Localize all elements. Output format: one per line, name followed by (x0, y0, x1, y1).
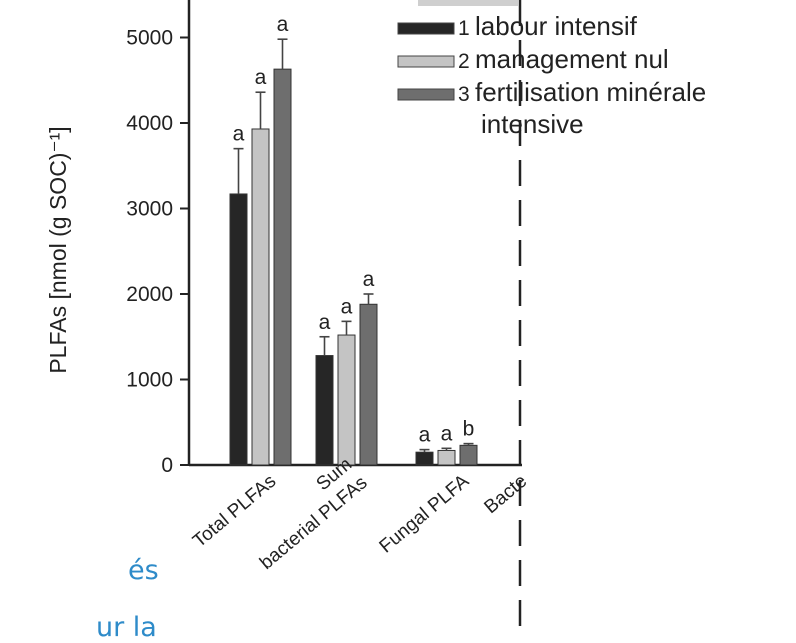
significance-letter: a (363, 268, 375, 291)
bar-series-2-cat-1 (251, 128, 270, 466)
significance-letter: a (255, 66, 267, 89)
y-tick-label: 2000 (126, 283, 173, 306)
bar-series-1-cat-3 (415, 451, 434, 466)
y-tick-label: 1000 (126, 369, 173, 392)
category-label: Fungal PLFA (376, 471, 474, 558)
category-label: Bacte (480, 471, 531, 518)
legend-label: intensive (481, 109, 584, 139)
legend-label: management nul (475, 44, 669, 74)
legend-swatch-1 (397, 22, 455, 35)
legend-header-remnant (418, 0, 518, 6)
legend-swatch-3 (397, 88, 455, 101)
bar-series-3-cat-2 (359, 303, 378, 466)
category-label: Sumbacterial PLFAs (241, 454, 372, 574)
significance-letter: a (419, 424, 431, 447)
significance-letter: a (341, 295, 353, 318)
bar-series-1-cat-1 (229, 193, 248, 466)
legend-number: 2 (458, 50, 470, 73)
significance-letter: a (277, 13, 289, 36)
category-labels: Total PLFAs Sumbacterial PLFAs Fungal PLFA… (189, 454, 531, 574)
bar-series-3-cat-3 (459, 444, 478, 466)
legend-label: fertilisation minérale (475, 77, 706, 107)
y-tick-label: 5000 (126, 27, 173, 50)
legend-swatch-2 (397, 55, 455, 68)
background-text-1: és (128, 555, 159, 586)
legend-number: 3 (458, 83, 470, 106)
legend-label: labour intensif (475, 11, 638, 41)
y-ticks: 0 1000 2000 3000 4000 5000 (126, 27, 189, 477)
bar-series-2-cat-2 (337, 334, 356, 466)
bar-series-2-cat-3 (437, 449, 456, 466)
significance-letter: a (319, 311, 331, 334)
y-tick-label: 3000 (126, 198, 173, 221)
y-tick-label: 4000 (126, 112, 173, 135)
significance-letter: b (463, 418, 475, 441)
significance-letter: a (441, 422, 453, 445)
significance-letter: a (233, 123, 245, 146)
y-axis-label: PLFAs [nmol (g SOC)⁻¹] (45, 126, 71, 373)
bar-series-3-cat-1 (273, 68, 292, 466)
legend-number: 1 (458, 17, 470, 40)
y-tick-label: 0 (161, 454, 173, 477)
background-text-2: ur la (96, 612, 157, 643)
bar-series-1-cat-2 (315, 355, 334, 466)
category-label: Total PLFAs (189, 471, 280, 552)
